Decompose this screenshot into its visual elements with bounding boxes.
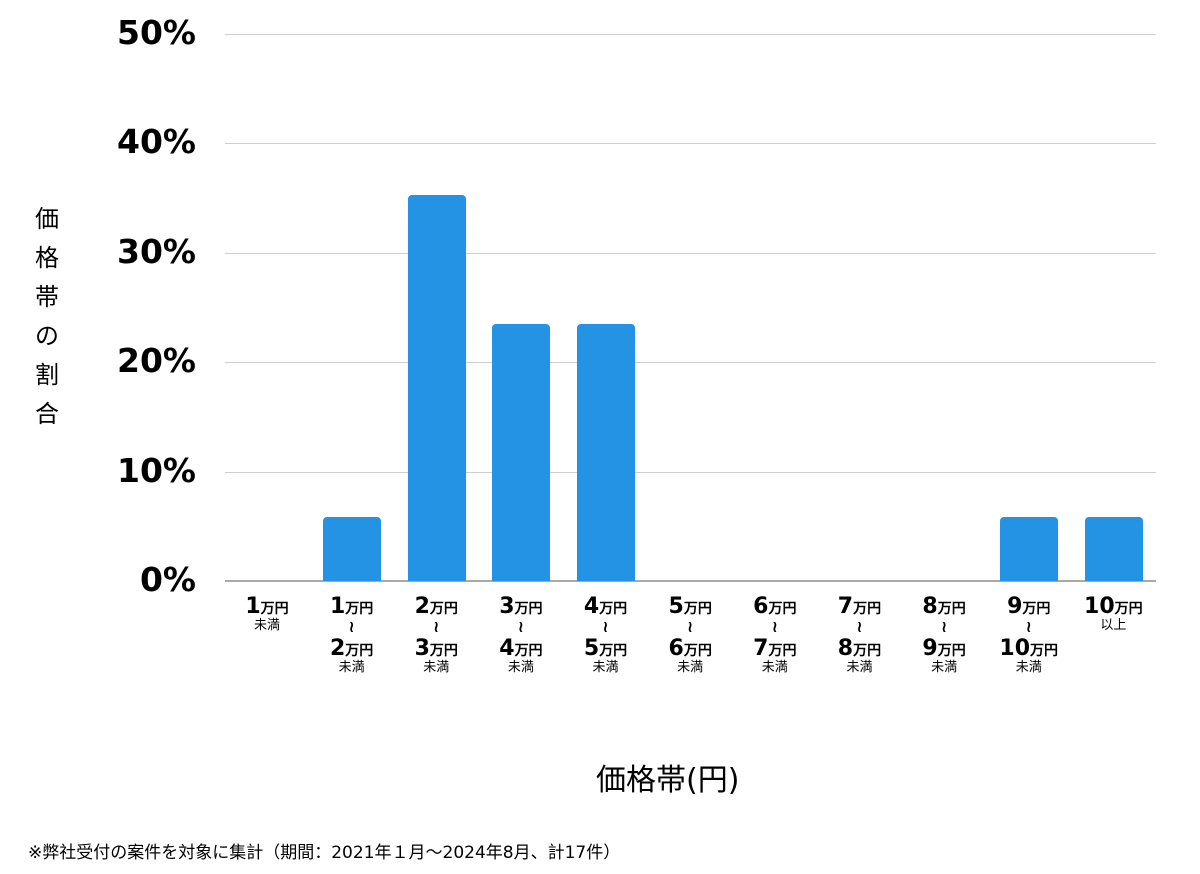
y-tick-label: 20% [117, 341, 196, 381]
x-category-label: 3万円 ≀ 4万円 未満 [499, 594, 543, 675]
y-axis-label-char: 割 [35, 361, 59, 389]
range-tilde-icon: ≀ [771, 617, 778, 636]
y-tick-label: 40% [117, 122, 196, 162]
x-category-label: 1万円 ≀ 2万円 未満 [329, 594, 374, 675]
y-tick-label: 0% [139, 560, 196, 599]
bar [1000, 516, 1059, 581]
x-category-label: 1万円 未満 [245, 594, 289, 633]
x-category-label: 6万円 ≀ 7万円 未満 [753, 594, 797, 675]
y-tick-label: 50% [117, 13, 196, 52]
y-axis-label-char: 価 [35, 205, 59, 233]
footnote: ※弊社受付の案件を対象に集計（期間：2021年１月〜2024年8月、計17件） [28, 843, 621, 863]
x-category-label: 8万円 ≀ 9万円 未満 [922, 594, 966, 675]
gridline [225, 34, 1156, 35]
x-category-label: 9万円 ≀ 10万円 未満 [999, 594, 1059, 675]
gridline [225, 472, 1156, 473]
y-axis-label-char: 格 [35, 244, 59, 272]
range-tilde-icon: ≀ [517, 617, 524, 636]
bar [576, 323, 635, 581]
gridline [225, 143, 1156, 144]
bar [322, 516, 381, 581]
gridline [225, 362, 1156, 363]
bar [492, 323, 551, 581]
y-axis-label: 価格帯の割合 [30, 200, 64, 434]
x-category-label: 7万円 ≀ 8万円 未満 [837, 594, 882, 675]
y-tick-label: 30% [117, 231, 196, 271]
x-category-label: 2万円 ≀ 3万円 未満 [414, 594, 458, 675]
range-tilde-icon: ≀ [348, 617, 355, 636]
bar [1084, 516, 1143, 581]
range-tilde-icon: ≀ [602, 617, 609, 636]
x-axis-title: 価格帯(円) [596, 763, 740, 798]
y-axis-label-char: の [35, 322, 59, 350]
x-category-label: 4万円 ≀ 5万円 未満 [583, 594, 628, 675]
range-tilde-icon: ≀ [687, 617, 694, 636]
y-axis-label-char: 帯 [35, 283, 59, 311]
x-category-label: 10万円 以上 [1084, 594, 1143, 633]
y-axis-label-char: 合 [35, 400, 59, 428]
range-tilde-icon: ≀ [433, 617, 440, 636]
range-tilde-icon: ≀ [1025, 617, 1032, 636]
y-tick-label: 10% [117, 450, 196, 490]
bar [407, 194, 466, 581]
x-category-label: 5万円 ≀ 6万円 未満 [668, 594, 712, 675]
x-axis-line [225, 580, 1156, 582]
gridline [225, 253, 1156, 254]
range-tilde-icon: ≀ [941, 617, 948, 636]
range-tilde-icon: ≀ [856, 617, 863, 636]
